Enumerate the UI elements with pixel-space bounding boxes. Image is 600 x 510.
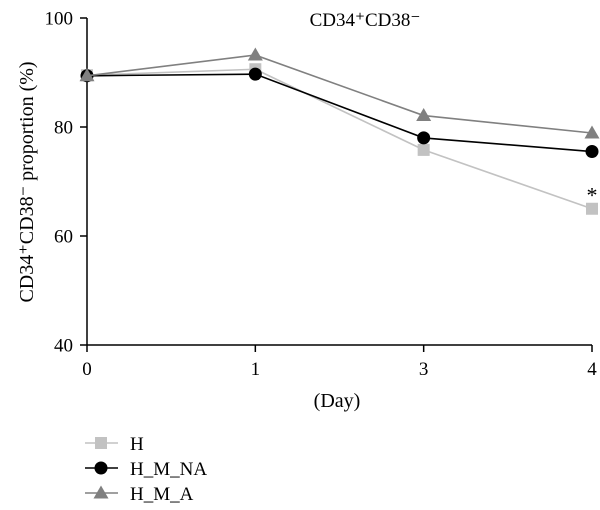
series-h-m-na [80,67,599,159]
series-h-m-a [79,47,600,139]
legend: H H_M_NA H_M_A [85,434,207,505]
series-line-h-m-na [86,73,593,153]
legend-label: H_M_A [130,484,194,505]
legend-item-h-m-na: H_M_NA [85,459,207,480]
series-layer [79,47,600,215]
x-tick-label: 0 [82,359,92,380]
x-ticks: 0 1 3 4 [82,345,597,380]
y-tick-label: 40 [54,336,73,357]
data-point-h [417,143,430,156]
legend-marker [95,437,107,449]
annotations: * [587,182,598,207]
x-axis-label: (Day) [314,390,361,412]
data-point-h-m-na [417,131,431,145]
data-point-h [586,202,598,215]
x-tick-label: 1 [251,359,261,380]
plot-area: 40 60 80 100 0 1 3 4 * [45,9,600,380]
data-point-h-m-na [248,67,262,81]
legend-item-h: H [85,434,144,455]
y-tick-label: 80 [54,118,73,139]
data-point-h-m-a [584,125,600,139]
x-tick-label: 4 [587,359,597,380]
data-point-h-m-a [416,108,432,122]
y-tick-label: 60 [54,227,73,248]
legend-item-h-m-a: H_M_A [85,484,194,505]
chart-title: CD34⁺CD38⁻ [310,10,421,31]
significance-annotation: * [587,182,598,207]
legend-label: H_M_NA [130,459,207,480]
x-tick-label: 3 [419,359,429,380]
series-line-h-m-a [86,54,593,134]
legend-marker [93,485,109,499]
series-line-h [86,68,593,210]
legend-marker [94,461,108,475]
legend-label: H [130,434,144,455]
data-point-h-m-na [585,145,599,159]
data-point-h-m-a [79,68,95,82]
y-tick-label: 100 [45,9,74,30]
y-ticks: 40 60 80 100 [45,9,87,357]
data-point-h-m-a [247,47,263,61]
y-axis-label: CD34⁺CD38⁻ proportion (%) [16,61,38,302]
